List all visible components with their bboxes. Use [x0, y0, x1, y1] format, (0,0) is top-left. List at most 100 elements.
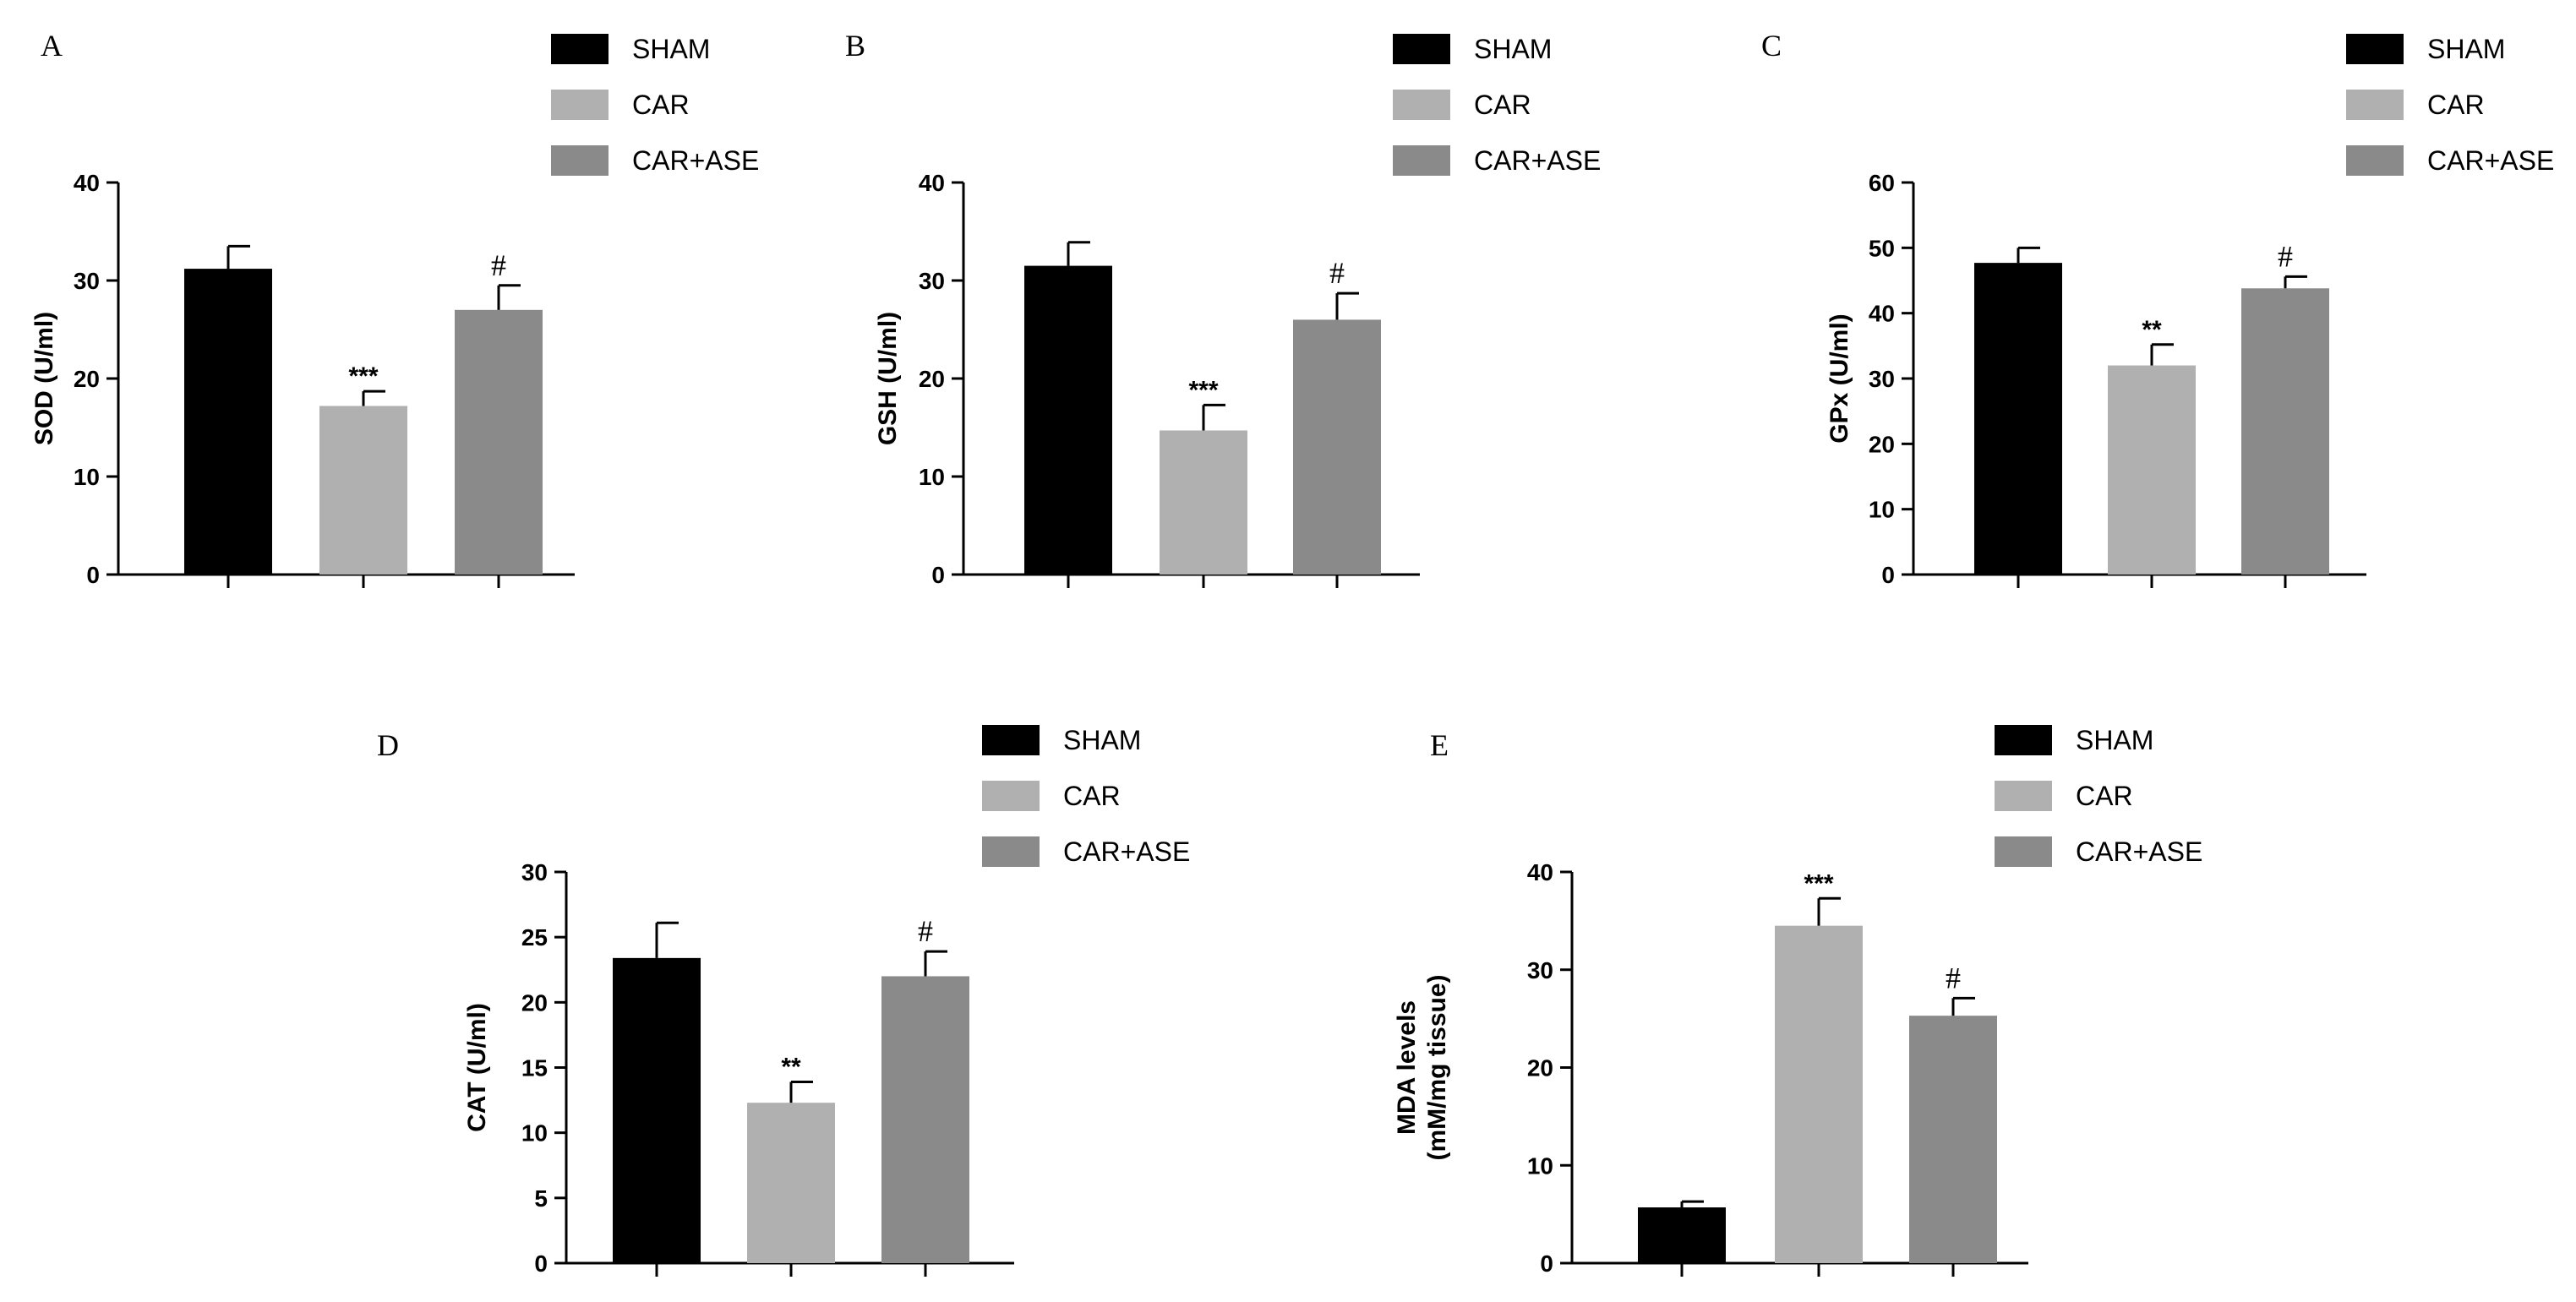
bar-car: [1775, 925, 1863, 1263]
significance-mark: **: [781, 1053, 801, 1081]
y-tick-label: 20: [1869, 431, 1895, 457]
bar-sham: [613, 957, 701, 1263]
bar-car-ase: [2241, 288, 2329, 575]
y-tick-label: 20: [1527, 1055, 1553, 1081]
panel-b: B SHAM CAR CAR+ASE 0 10 20 30 40 GSH (U/ml) *** #: [845, 29, 1601, 588]
panel-c: C SHAM CAR CAR+ASE 0 10 20 30 40 50 60 GPx (U/ml) **…: [1761, 29, 2554, 588]
y-tick-label: 0: [1881, 562, 1895, 588]
bar-car-ase: [881, 976, 969, 1263]
significance-mark: #: [2278, 239, 2293, 273]
legend-swatch: [551, 145, 609, 176]
bar-car: [1160, 430, 1247, 575]
y-tick-label: 40: [919, 170, 945, 196]
significance-mark: ***: [1804, 869, 1833, 897]
bar-sham: [1974, 263, 2062, 575]
panel-letter: A: [41, 29, 63, 63]
legend-label: SHAM: [1474, 34, 1552, 64]
legend-label: CAR+ASE: [2427, 145, 2554, 176]
y-tick-label: 40: [1527, 859, 1553, 885]
y-tick-label: 0: [86, 562, 100, 588]
legend-swatch: [1393, 145, 1450, 176]
y-axis-label: GSH (U/ml): [874, 312, 902, 445]
bar-car-ase: [1909, 1016, 1997, 1263]
panel-letter: D: [377, 728, 399, 762]
legend-label: CAR: [2427, 90, 2485, 120]
y-axis-label: MDA levels: [1393, 1000, 1421, 1135]
legend-label: SHAM: [632, 34, 710, 64]
legend-swatch: [1995, 781, 2052, 811]
legend-swatch: [1393, 34, 1450, 64]
y-tick-label: 10: [521, 1120, 548, 1147]
legend-label: CAR+ASE: [1474, 145, 1601, 176]
y-tick-label: 0: [534, 1250, 548, 1277]
legend-swatch: [982, 781, 1040, 811]
bar-car-ase: [1293, 319, 1381, 575]
y-tick-label: 20: [74, 366, 100, 392]
significance-mark: **: [2142, 316, 2162, 344]
bar-car: [2108, 365, 2196, 575]
legend-label: CAR+ASE: [1063, 836, 1190, 867]
y-tick-label: 20: [919, 366, 945, 392]
bar-sham: [1024, 265, 1112, 575]
bar-car: [319, 406, 407, 575]
legend-swatch: [2346, 34, 2404, 64]
legend-swatch: [551, 90, 609, 120]
significance-mark: ***: [1188, 376, 1218, 404]
y-axis-label: CAT (U/ml): [463, 1003, 491, 1132]
panel-e: E SHAM CAR CAR+ASE 0 10 20 30 40 MDA levels (mM/mg…: [1393, 725, 2202, 1277]
y-tick-label: 30: [1869, 366, 1895, 392]
legend-swatch: [982, 725, 1040, 755]
y-tick-label: 15: [521, 1055, 548, 1081]
significance-mark: #: [1329, 256, 1345, 290]
legend-label: SHAM: [2427, 34, 2505, 64]
legend-swatch: [1995, 836, 2052, 867]
legend-swatch: [2346, 90, 2404, 120]
legend-label: CAR: [2076, 781, 2133, 811]
y-tick-label: 30: [74, 268, 100, 294]
bar-car: [747, 1103, 835, 1263]
legend-swatch: [551, 34, 609, 64]
significance-mark: ***: [348, 362, 378, 390]
y-tick-label: 60: [1869, 170, 1895, 196]
y-axis-label-line2: (mM/mg tissue): [1423, 974, 1451, 1160]
y-axis-label: GPx (U/ml): [1826, 313, 1853, 443]
legend-swatch: [1995, 725, 2052, 755]
panel-letter: E: [1430, 728, 1449, 762]
y-tick-label: 25: [521, 924, 548, 951]
legend-label: CAR+ASE: [2076, 836, 2202, 867]
y-tick-label: 5: [534, 1185, 548, 1212]
bar-sham: [184, 269, 272, 575]
legend-label: SHAM: [2076, 725, 2153, 755]
bar-sham: [1638, 1207, 1726, 1263]
legend-swatch: [2346, 145, 2404, 176]
legend-label: CAR: [1063, 781, 1121, 811]
panel-letter: B: [845, 29, 865, 63]
legend-label: CAR: [632, 90, 690, 120]
y-tick-label: 40: [1869, 301, 1895, 327]
y-tick-label: 50: [1869, 235, 1895, 261]
y-tick-label: 10: [74, 464, 100, 490]
y-tick-label: 30: [919, 268, 945, 294]
y-tick-label: 20: [521, 989, 548, 1016]
y-tick-label: 0: [931, 562, 945, 588]
y-tick-label: 40: [74, 170, 100, 196]
legend-label: CAR: [1474, 90, 1531, 120]
significance-mark: #: [491, 248, 506, 282]
significance-mark: #: [1946, 961, 1961, 994]
y-tick-label: 30: [1527, 957, 1553, 983]
y-tick-label: 0: [1540, 1250, 1553, 1277]
panel-letter: C: [1761, 29, 1782, 63]
significance-mark: #: [918, 914, 933, 948]
y-tick-label: 30: [521, 859, 548, 885]
legend-swatch: [982, 836, 1040, 867]
bar-car-ase: [455, 309, 543, 575]
y-tick-label: 10: [1527, 1152, 1553, 1179]
y-tick-label: 10: [919, 464, 945, 490]
legend-label: SHAM: [1063, 725, 1141, 755]
legend-swatch: [1393, 90, 1450, 120]
panel-d: D SHAM CAR CAR+ASE 0 5 10 15 20 25 30 CAT (U/ml) ** #: [377, 725, 1190, 1277]
y-tick-label: 10: [1869, 497, 1895, 523]
panel-a: A SHAM CAR CAR+ASE 0 10 20 30 40 SOD (U/ml) *** #: [30, 29, 759, 588]
legend-label: CAR+ASE: [632, 145, 759, 176]
